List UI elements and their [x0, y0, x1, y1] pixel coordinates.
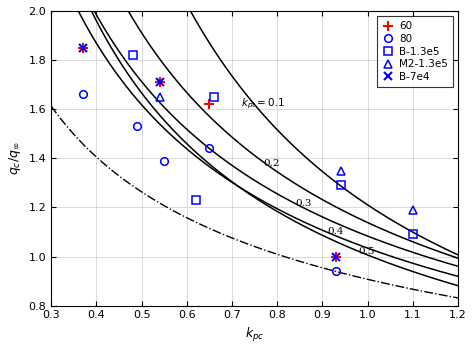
- 80: [80, 92, 86, 97]
- Line: M2-1.3e5: M2-1.3e5: [156, 93, 417, 214]
- B-1.3e5: [410, 232, 416, 237]
- 80: [134, 124, 140, 128]
- M2-1.3e5: [157, 95, 163, 99]
- Line: 60: 60: [78, 43, 341, 261]
- 60: [157, 80, 163, 84]
- Line: B-1.3e5: B-1.3e5: [129, 51, 417, 238]
- Text: $k_{pt} = 0.1$: $k_{pt} = 0.1$: [241, 97, 285, 112]
- 60: [333, 254, 339, 259]
- M2-1.3e5: [338, 168, 344, 173]
- B-7e4: [80, 46, 86, 50]
- B-1.3e5: [211, 95, 217, 99]
- B-1.3e5: [193, 198, 199, 202]
- 80: [161, 159, 167, 163]
- B-7e4: [333, 254, 339, 259]
- M2-1.3e5: [410, 208, 416, 212]
- Line: 80: 80: [79, 91, 340, 275]
- Legend: 60, 80, B-1.3e5, M2-1.3e5, B-7e4: 60, 80, B-1.3e5, M2-1.3e5, B-7e4: [377, 16, 453, 87]
- 80: [333, 269, 339, 273]
- Text: 0.3: 0.3: [295, 199, 312, 208]
- B-7e4: [157, 80, 163, 84]
- B-1.3e5: [338, 183, 344, 187]
- Y-axis label: $q_c / q_\infty$: $q_c / q_\infty$: [7, 141, 23, 175]
- B-1.3e5: [130, 53, 136, 57]
- Text: 0.5: 0.5: [359, 247, 375, 256]
- Line: B-7e4: B-7e4: [79, 44, 340, 261]
- Text: 0.2: 0.2: [264, 159, 280, 168]
- 80: [207, 146, 212, 151]
- Text: 0.4: 0.4: [327, 227, 344, 237]
- 60: [207, 102, 212, 106]
- 60: [80, 46, 86, 50]
- X-axis label: $k_{pc}$: $k_{pc}$: [245, 326, 264, 344]
